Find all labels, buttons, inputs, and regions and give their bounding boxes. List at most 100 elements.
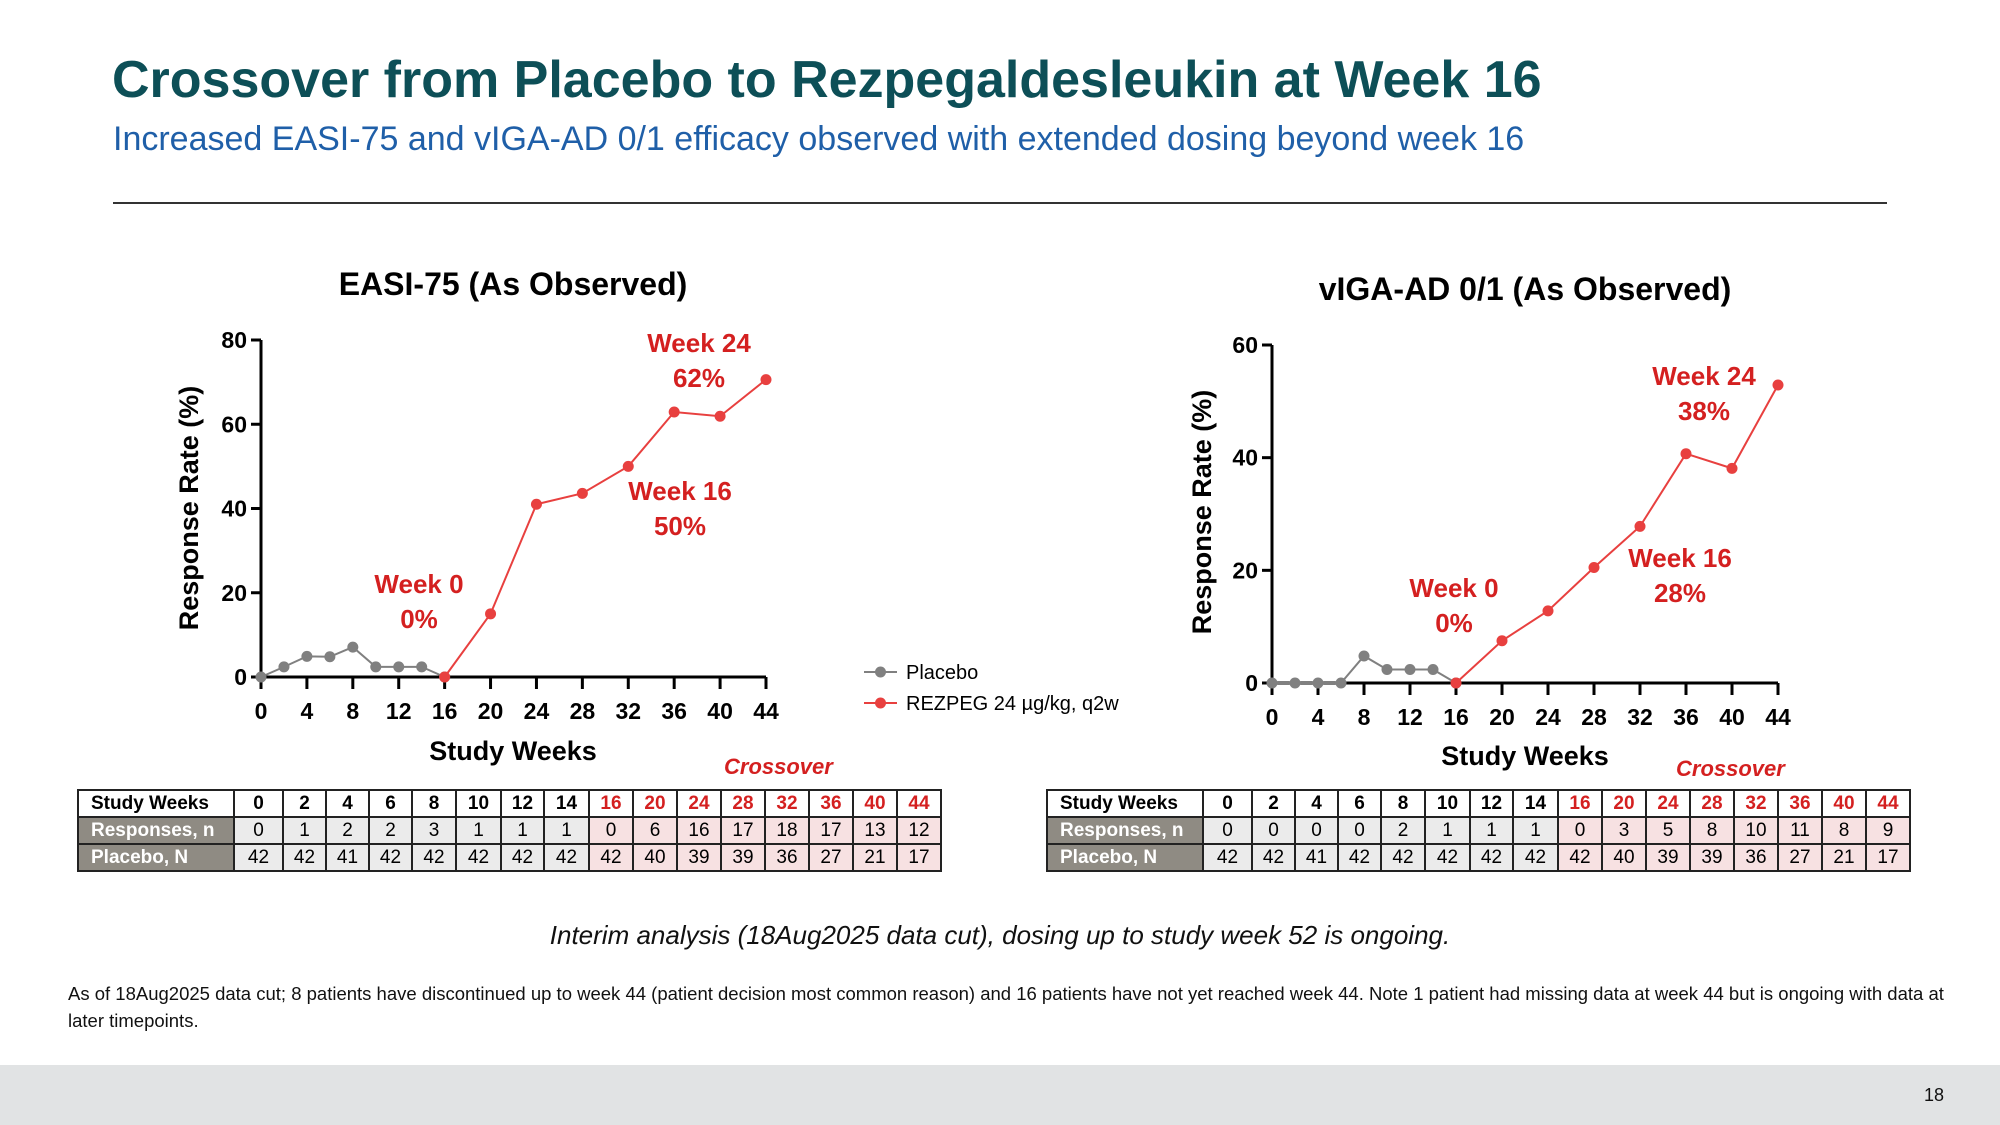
chart2-title: vIGA-AD 0/1 (As Observed) (1319, 271, 1732, 307)
table-header-week: 44 (1865, 789, 1911, 818)
chart2-x-tick-label: 28 (1581, 704, 1607, 730)
legend-rezpeg-swatch-marker (875, 697, 886, 709)
chart2-rezpeg-line (1455, 384, 1779, 684)
chart1-rezpeg-point (714, 410, 726, 422)
chart1-x-tick-label: 28 (570, 698, 596, 724)
table-cell: 36 (1733, 843, 1779, 872)
chart1-placebo-point (416, 661, 428, 673)
table-row: Responses, n 0 1 2 2 3 1 1 1 0 6 16 17 18 17 13 12 (77, 816, 942, 845)
footer-bar: 18 (0, 1065, 2000, 1125)
chart1-y-tick-label: 80 (221, 327, 247, 353)
chart1-placebo-point (301, 650, 313, 662)
chart1-y-tick-label: 60 (221, 411, 247, 437)
table-header-week: 28 (720, 789, 766, 818)
chart1-rezpeg-point (576, 487, 588, 499)
chart2-x-tick-label: 32 (1627, 704, 1653, 730)
chart2-placebo-point (1404, 663, 1416, 675)
table-cell: 9 (1865, 816, 1911, 845)
crossover-label-easi: Crossover (724, 754, 833, 779)
chart2-rezpeg-point (1726, 462, 1738, 474)
chart1-rezpeg-point (485, 608, 497, 620)
chart1-placebo-point (347, 641, 359, 653)
chart2-rezpeg-point (1588, 562, 1600, 574)
table-header-week: 14 (1512, 789, 1559, 818)
table-cell: 0 (233, 816, 284, 845)
table-cell: 40 (632, 843, 678, 872)
chart2-placebo-point (1312, 677, 1324, 689)
chart1-x-tick-label: 20 (478, 698, 504, 724)
table-cell: 10 (1733, 816, 1779, 845)
chart2-placebo-point (1427, 663, 1439, 675)
legend-placebo-label: Placebo (906, 662, 978, 684)
table-cell: 1 (500, 816, 545, 845)
chart1-y-axis-label: Response Rate (%) (174, 386, 204, 631)
chart2-x-tick-label: 20 (1489, 704, 1515, 730)
title-divider (113, 202, 1887, 204)
table-cell: 6 (632, 816, 678, 845)
slide-subtitle: Increased EASI-75 and vIGA-AD 0/1 effica… (113, 120, 1525, 158)
table-cell: 41 (325, 843, 370, 872)
chart1-rezpeg-point (760, 374, 772, 386)
chart1-placebo-point (370, 661, 382, 673)
easi-data-table: Study Weeks 0 2 4 6 8 10 12 14 16 20 24 28 32 36 40 44 Re… (77, 789, 942, 872)
table-header-row: Study Weeks 0 2 4 6 8 10 12 14 16 20 24 28 32 36 40 44 (77, 789, 942, 818)
table-cell: 42 (1337, 843, 1382, 872)
table-header-week: 2 (1251, 789, 1296, 818)
chart1-y-tick-label: 20 (221, 580, 247, 606)
chart2-x-tick-label: 36 (1673, 704, 1699, 730)
table-cell: 17 (808, 816, 854, 845)
crossover-label-viga: Crossover (1676, 756, 1785, 781)
table-cell: 1 (543, 816, 590, 845)
table-cell: 42 (455, 843, 502, 872)
chart2-y-tick-label: 0 (1245, 670, 1258, 696)
table-cell: 0 (1294, 816, 1339, 845)
chart1-rezpeg-point (622, 460, 634, 472)
table-cell: 16 (676, 816, 722, 845)
chart1-x-tick-label: 8 (346, 698, 359, 724)
chart2-rezpeg-point (1634, 520, 1646, 532)
page-number: 18 (1923, 1085, 1944, 1105)
chart1-x-tick-label: 36 (661, 698, 687, 724)
table-cell: 17 (720, 816, 766, 845)
viga-data-table: Study Weeks 0 2 4 6 8 10 12 14 16 20 24 28 32 36 40 44 Re… (1046, 789, 1911, 872)
table-header-week: 24 (1645, 789, 1691, 818)
chart2-rezpeg-point (1496, 635, 1508, 647)
table-cell: 42 (282, 843, 327, 872)
chart2-x-tick-label: 44 (1765, 704, 1791, 730)
chart1-annotation-value: 50% (654, 511, 706, 541)
chart1-annotation-value: 62% (673, 363, 725, 393)
chart2-x-tick-label: 12 (1397, 704, 1423, 730)
table-cell: 42 (1380, 843, 1426, 872)
table-header-week: 0 (233, 789, 284, 818)
chart1-title: EASI-75 (As Observed) (339, 266, 688, 302)
chart1-annotation-value: 0% (400, 604, 438, 634)
footnote: As of 18Aug2025 data cut; 8 patients hav… (68, 983, 1944, 1031)
chart2-rezpeg-point (1772, 379, 1784, 391)
table-header-week: 40 (852, 789, 898, 818)
table-cell: 42 (1557, 843, 1603, 872)
table-cell: 42 (1424, 843, 1471, 872)
table-cell: 39 (676, 843, 722, 872)
chart1-x-axis-label: Study Weeks (429, 736, 597, 766)
chart2-annotation-value: 38% (1678, 396, 1730, 426)
table-cell: 3 (1601, 816, 1647, 845)
chart2-annotation-value: 28% (1654, 578, 1706, 608)
chart1-x-tick-label: 0 (255, 698, 268, 724)
chart2-annotation-label: Week 0 (1409, 573, 1498, 603)
chart2-placebo-point (1381, 663, 1393, 675)
chart1-y-tick-label: 0 (234, 664, 247, 690)
table-header-week: 28 (1689, 789, 1735, 818)
interim-analysis-note: Interim analysis (18Aug2025 data cut), d… (549, 920, 1451, 950)
table-row: Responses, n 0 0 0 0 2 1 1 1 0 3 5 8 10 11 8 9 (1046, 816, 1911, 845)
table-cell: 13 (852, 816, 898, 845)
chart2-placebo-point (1358, 650, 1370, 662)
table-cell: 12 (896, 816, 942, 845)
table-cell: 0 (1251, 816, 1296, 845)
table-cell: 42 (500, 843, 545, 872)
table-cell: 42 (411, 843, 457, 872)
table-cell: 8 (1821, 816, 1867, 845)
chart2-rezpeg-point (1542, 605, 1554, 617)
chart1-placebo-point (324, 651, 336, 663)
table-cell: 2 (368, 816, 413, 845)
